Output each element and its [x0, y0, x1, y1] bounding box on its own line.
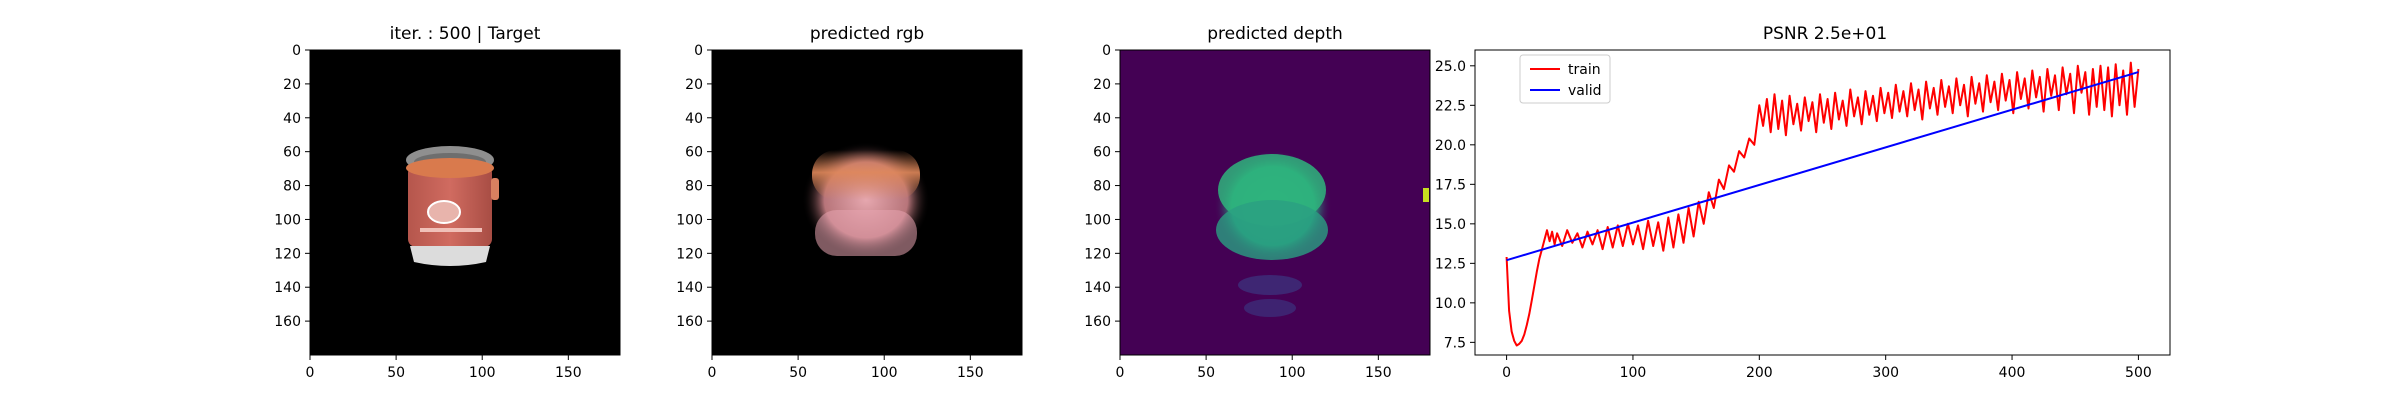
- y-tick-label: 100: [1084, 212, 1111, 228]
- y-tick-label: 160: [274, 314, 301, 330]
- panel-title-target: iter. : 500 | Target: [390, 24, 541, 44]
- rice-cooker-image: [406, 146, 499, 266]
- x-tick-label: 150: [1365, 365, 1392, 381]
- legend-label-valid: valid: [1568, 83, 1602, 99]
- y-tick-label: 160: [676, 314, 703, 330]
- y-tick-label: 120: [1084, 246, 1111, 262]
- chart-y-tick-label: 7.5: [1444, 335, 1466, 351]
- y-tick-label: 20: [283, 77, 301, 93]
- x-tick-label: 100: [1279, 365, 1306, 381]
- y-tick-label: 100: [676, 212, 703, 228]
- image-frame: [309, 49, 621, 356]
- depth-blob: [1214, 150, 1429, 317]
- rgb-blur-blob: [802, 142, 930, 258]
- chart-title: PSNR 2.5e+01: [1763, 24, 1887, 44]
- panel-title-rgb: predicted rgb: [810, 24, 924, 44]
- y-tick-label: 80: [685, 179, 703, 195]
- x-tick-label: 0: [1116, 365, 1125, 381]
- y-tick-label: 140: [676, 280, 703, 296]
- y-tick-label: 40: [685, 111, 703, 127]
- y-tick-label: 60: [1093, 145, 1111, 161]
- y-tick-label: 60: [685, 145, 703, 161]
- y-tick-label: 100: [274, 212, 301, 228]
- chart-legend: train valid: [1519, 54, 1611, 104]
- chart-y-tick-label: 17.5: [1435, 177, 1466, 193]
- legend-label-train: train: [1568, 62, 1601, 78]
- series-line-valid: [1506, 71, 2139, 262]
- chart-y-tick-label: 10.0: [1435, 296, 1466, 312]
- x-tick-label: 150: [555, 365, 582, 381]
- y-tick-label: 80: [283, 179, 301, 195]
- y-tick-label: 20: [1093, 77, 1111, 93]
- x-tick-label: 150: [957, 365, 984, 381]
- chart-x-tick-label: 200: [1746, 365, 1773, 381]
- image-frame: [711, 49, 1023, 356]
- panel-rgb: predicted rgb: [712, 24, 1022, 355]
- panel-title-depth: predicted depth: [1207, 24, 1343, 44]
- panel-target: iter. : 500 | Target: [310, 24, 620, 355]
- chart-x-tick-label: 100: [1620, 365, 1647, 381]
- x-tick-label: 50: [789, 365, 807, 381]
- panel-depth: predicted depth: [1120, 24, 1430, 355]
- y-tick-label: 0: [292, 43, 301, 59]
- series-line-train: [1505, 61, 2140, 347]
- chart-y-tick-label: 25.0: [1435, 59, 1466, 75]
- x-tick-label: 50: [1197, 365, 1215, 381]
- y-tick-label: 40: [283, 111, 301, 127]
- y-tick-label: 140: [1084, 280, 1111, 296]
- chart-y-tick-label: 20.0: [1435, 138, 1466, 154]
- x-tick-label: 50: [387, 365, 405, 381]
- panel-psnr: PSNR 2.5e+01 0 100 200 300 400 500 7.5 10.0 12.5…: [1435, 24, 2171, 381]
- y-tick-label: 0: [1102, 43, 1111, 59]
- chart-series: [1505, 61, 2140, 347]
- x-tick-label: 100: [871, 365, 898, 381]
- image-frame: [1119, 49, 1431, 356]
- y-tick-label: 140: [274, 280, 301, 296]
- chart-x-tick-label: 400: [1999, 365, 2026, 381]
- chart-x-tick-label: 500: [2125, 365, 2152, 381]
- y-tick-label: 60: [283, 145, 301, 161]
- y-tick-label: 40: [1093, 111, 1111, 127]
- chart-y-tick-label: 22.5: [1435, 98, 1466, 114]
- image-axes-ticks: 0 50 100 150 0 20 40 60 80 100 120 140 160 0 50 100 150 0…: [274, 43, 1431, 381]
- y-tick-label: 120: [676, 246, 703, 262]
- chart-x-tick-label: 0: [1502, 365, 1511, 381]
- x-tick-label: 0: [306, 365, 315, 381]
- y-tick-label: 80: [1093, 179, 1111, 195]
- chart-y-tick-label: 12.5: [1435, 256, 1466, 272]
- y-tick-label: 160: [1084, 314, 1111, 330]
- y-tick-label: 0: [694, 43, 703, 59]
- y-tick-label: 20: [685, 77, 703, 93]
- y-tick-label: 120: [274, 246, 301, 262]
- x-tick-label: 0: [708, 365, 717, 381]
- chart-ticks: 0 100 200 300 400 500 7.5 10.0 12.5 15.0 17.5 20.0 2…: [1435, 59, 2152, 381]
- x-tick-label: 100: [469, 365, 496, 381]
- chart-y-tick-label: 15.0: [1435, 217, 1466, 233]
- chart-x-tick-label: 300: [1872, 365, 1899, 381]
